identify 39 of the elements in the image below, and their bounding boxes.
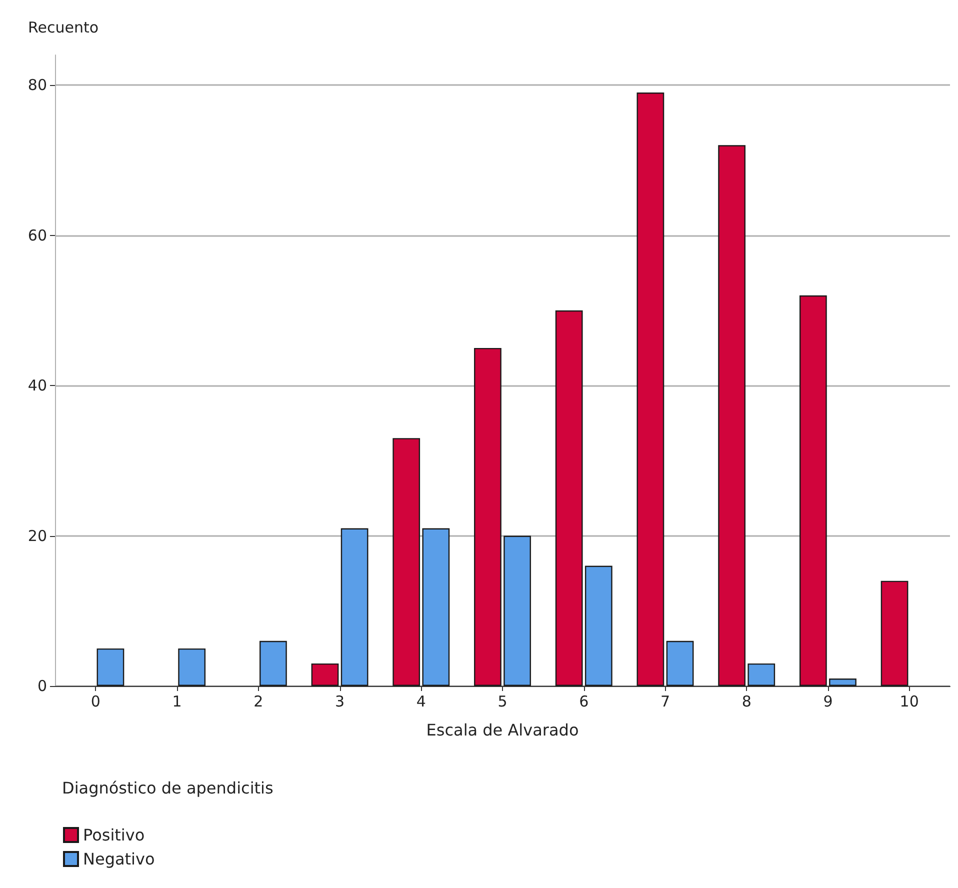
bar (748, 663, 776, 686)
y-axis-title: Recuento (28, 18, 99, 36)
bar (474, 348, 502, 686)
x-axis-title: Escala de Alvarado (426, 720, 579, 740)
x-tick-label: 1 (172, 692, 182, 710)
x-tick-label: 5 (498, 692, 508, 710)
x-tick-label: 10 (900, 692, 919, 710)
x-tick-label: 6 (579, 692, 589, 710)
x-tick-label: 4 (416, 692, 426, 710)
y-tick-label: 80 (28, 76, 47, 94)
bar (880, 580, 908, 686)
x-tick-label: 3 (335, 692, 345, 710)
x-tick-label: 2 (254, 692, 264, 710)
bar (392, 438, 420, 686)
bar (422, 528, 450, 686)
y-tick-label: 60 (28, 226, 47, 244)
bar (636, 92, 664, 686)
bar (718, 145, 746, 686)
legend-title: Diagnóstico de apendicitis (62, 778, 274, 798)
bar (829, 678, 856, 686)
bar (96, 648, 124, 686)
bar (799, 295, 827, 686)
bar (340, 528, 368, 686)
x-tick-label: 0 (90, 692, 100, 710)
x-tick-label: 7 (660, 692, 670, 710)
x-tick-label: 9 (823, 692, 833, 710)
bar (178, 648, 206, 686)
legend-label: Positivo (83, 826, 145, 844)
bar (504, 536, 531, 686)
bar (260, 640, 287, 686)
legend-label: Negativo (83, 850, 155, 868)
bar (666, 640, 694, 686)
x-tick-label: 8 (742, 692, 752, 710)
y-tick-label: 40 (28, 376, 47, 395)
bar (584, 566, 612, 686)
y-tick-label: 20 (28, 526, 47, 545)
bar (555, 310, 583, 686)
y-tick-label: 0 (37, 677, 47, 695)
bar (311, 663, 339, 686)
